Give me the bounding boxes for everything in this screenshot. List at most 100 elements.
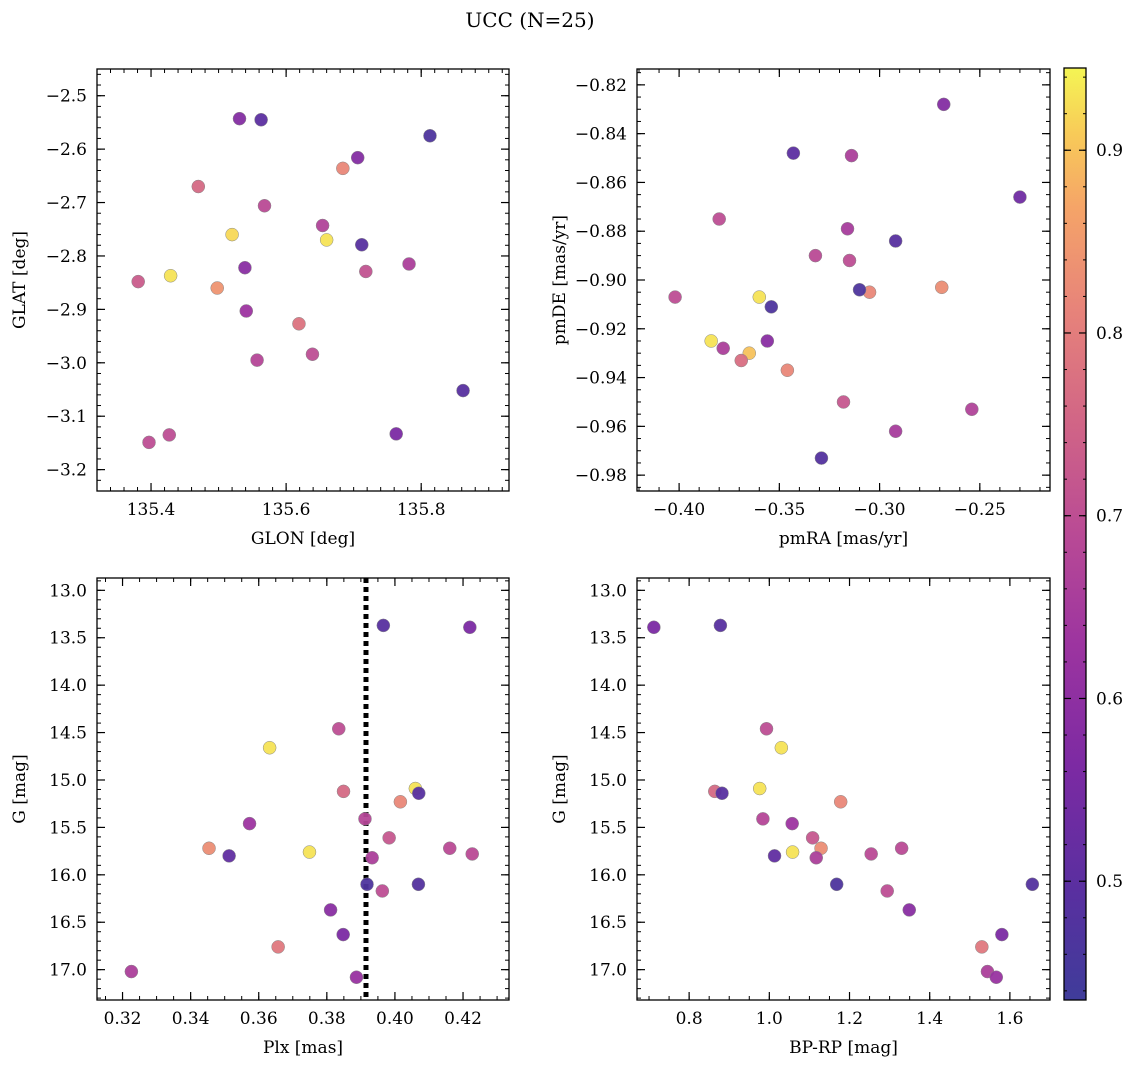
scatter-point bbox=[250, 353, 264, 367]
y-tick-label: −3.2 bbox=[46, 461, 87, 481]
scatter-point bbox=[323, 903, 338, 917]
y-axis-label: pmDE [mas/yr] bbox=[550, 215, 570, 345]
scatter-point bbox=[257, 198, 272, 213]
axes-frame bbox=[96, 68, 510, 492]
y-tick-label: 17.0 bbox=[49, 961, 87, 981]
y-tick-label: −0.88 bbox=[575, 222, 627, 242]
scatter-point bbox=[242, 816, 257, 831]
scatter-point bbox=[350, 150, 365, 165]
x-tick-label: 135.4 bbox=[127, 500, 176, 520]
y-axis-label: G [mag] bbox=[10, 754, 30, 823]
scatter-point bbox=[142, 435, 156, 450]
scatter-point bbox=[836, 395, 851, 409]
x-tick-label: −0.35 bbox=[753, 500, 805, 520]
y-tick-label: 13.5 bbox=[589, 629, 627, 649]
scatter-point bbox=[382, 831, 396, 845]
y-tick-label: 14.5 bbox=[589, 724, 627, 744]
scatter-point bbox=[668, 290, 682, 304]
scatter-point bbox=[202, 841, 216, 856]
scatter-point bbox=[355, 237, 369, 252]
scatter-points bbox=[668, 97, 1027, 465]
scatter-points bbox=[131, 111, 470, 450]
y-tick-label: −0.94 bbox=[575, 369, 627, 389]
scatter-point bbox=[443, 841, 457, 856]
scatter-point bbox=[844, 148, 859, 163]
scatter-point bbox=[225, 227, 239, 242]
scatter-point bbox=[936, 97, 951, 112]
scatter-point bbox=[842, 253, 857, 268]
scatter-point bbox=[734, 353, 749, 368]
scatter-point bbox=[786, 146, 801, 160]
x-tick-label: 1.4 bbox=[916, 1009, 943, 1029]
y-tick-label: 15.0 bbox=[589, 771, 627, 791]
scatter-point bbox=[365, 851, 379, 865]
x-tick-label: 0.34 bbox=[172, 1009, 210, 1029]
scatter-point bbox=[456, 383, 470, 398]
axes-frame bbox=[96, 577, 510, 1001]
y-tick-label: 16.5 bbox=[49, 913, 87, 933]
scatter-point bbox=[716, 341, 730, 356]
scatter-point bbox=[254, 112, 268, 127]
scatter-point bbox=[756, 812, 770, 826]
scatter-point bbox=[463, 620, 477, 635]
x-tick-label: 0.40 bbox=[376, 1009, 414, 1029]
scatter-point bbox=[302, 845, 317, 859]
scatter-point bbox=[262, 740, 277, 755]
scatter-point bbox=[336, 927, 350, 942]
axes-frame bbox=[636, 577, 1051, 1001]
x-tick-label: 135.6 bbox=[262, 500, 311, 520]
y-tick-label: 16.5 bbox=[589, 913, 627, 933]
scatter-point bbox=[864, 847, 878, 861]
scatter-point bbox=[713, 618, 728, 633]
panel-plx-g: 0.32 0.34 0.36 0.38 0.40 0.42 13.0 13.5 14.0 14.5… bbox=[10, 577, 510, 1058]
y-tick-label: 15.5 bbox=[589, 818, 627, 838]
y-tick-label: −2.5 bbox=[46, 87, 87, 107]
scatter-point bbox=[814, 451, 829, 465]
y-tick-label: 17.0 bbox=[589, 961, 627, 981]
y-tick-label: 16.0 bbox=[589, 866, 627, 886]
scatter-point bbox=[124, 964, 139, 979]
scatter-point bbox=[238, 260, 252, 275]
scatter-point bbox=[829, 877, 844, 892]
scatter-point bbox=[402, 257, 416, 271]
y-tick-label: 13.0 bbox=[589, 581, 627, 601]
scatter-point bbox=[292, 317, 306, 331]
figure-title: UCC (N=25) bbox=[465, 8, 594, 32]
scatter-point bbox=[852, 283, 867, 297]
scatter-point bbox=[393, 795, 408, 809]
scatter-point bbox=[315, 218, 330, 233]
y-tick-label: −0.84 bbox=[575, 125, 627, 145]
scatter-point bbox=[934, 280, 949, 295]
colorbar-tick-label: 0.9 bbox=[1096, 141, 1123, 161]
x-tick-label: 1.2 bbox=[836, 1009, 863, 1029]
colorbar-tick-label: 0.7 bbox=[1096, 507, 1123, 527]
scatter-point bbox=[305, 347, 320, 362]
scatter-point bbox=[880, 884, 894, 898]
colorbar-frame bbox=[1063, 67, 1087, 1001]
ticks bbox=[96, 69, 509, 492]
scatter-point bbox=[767, 849, 782, 863]
scatter-point bbox=[389, 427, 403, 441]
y-tick-label: −0.90 bbox=[575, 271, 627, 291]
colorbar-tick-label: 0.5 bbox=[1096, 872, 1123, 892]
x-axis-label: GLON [deg] bbox=[251, 529, 355, 549]
scatter-point bbox=[232, 111, 247, 126]
scatter-point bbox=[411, 877, 426, 892]
scatter-point bbox=[774, 740, 789, 755]
x-tick-label: −0.40 bbox=[653, 500, 705, 520]
y-tick-label: 14.0 bbox=[49, 676, 87, 696]
scatter-point bbox=[759, 722, 774, 736]
y-tick-label: −3.1 bbox=[46, 407, 87, 427]
scatter-point bbox=[412, 786, 426, 801]
x-tick-label: 0.8 bbox=[676, 1009, 703, 1029]
scatter-point bbox=[332, 722, 346, 736]
y-tick-label: −0.86 bbox=[575, 173, 627, 193]
x-tick-label: −0.25 bbox=[954, 500, 1006, 520]
scatter-point bbox=[975, 940, 989, 954]
y-tick-label: −2.9 bbox=[46, 300, 87, 320]
scatter-point bbox=[995, 927, 1009, 942]
scatter-point bbox=[902, 903, 917, 917]
colorbar-tick-label: 0.6 bbox=[1096, 689, 1123, 709]
x-axis-label: Plx [mas] bbox=[263, 1038, 343, 1058]
scatter-point bbox=[764, 300, 779, 314]
